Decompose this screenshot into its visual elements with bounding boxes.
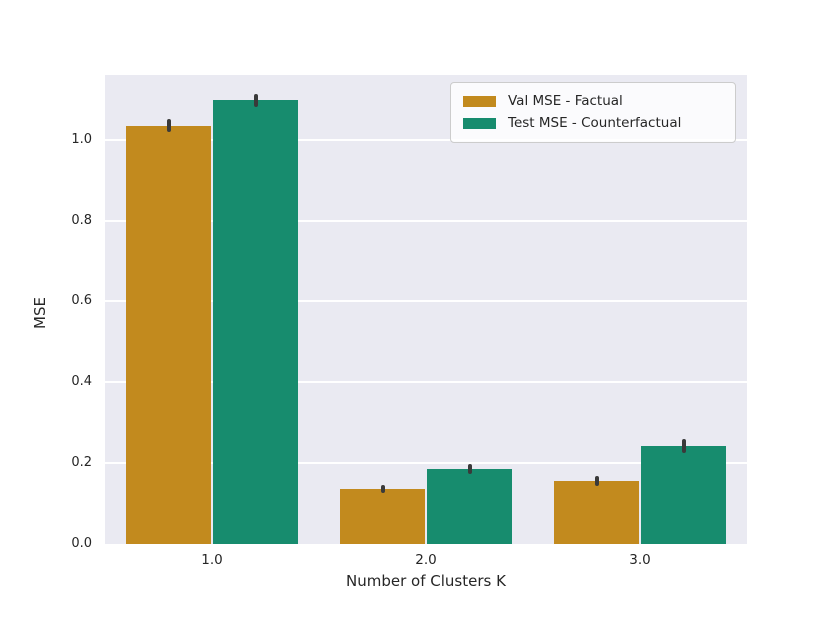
- bar-test-k3.0: [641, 445, 726, 544]
- xtick-3.0: 3.0: [629, 552, 651, 568]
- ytick-0.6: 0.6: [71, 293, 92, 309]
- error-bar-val-k1.0: [166, 119, 171, 132]
- error-bar-val-k3.0: [594, 476, 599, 487]
- gridline-y-0.2: [105, 462, 747, 465]
- ytick-0.8: 0.8: [71, 212, 92, 228]
- ytick-0.0: 0.0: [71, 536, 92, 551]
- legend-swatch-icon: [463, 95, 496, 107]
- ytick-0.2: 0.2: [71, 455, 92, 471]
- error-bar-val-k2.0: [380, 485, 385, 494]
- y-axis-label: MSE: [31, 297, 49, 329]
- legend-label: Test MSE - Counterfactual: [508, 115, 682, 131]
- error-bar-test-k3.0: [681, 438, 686, 453]
- error-bar-test-k2.0: [467, 463, 472, 475]
- bar-val-k3.0: [554, 481, 639, 544]
- x-axis-label: Number of Clusters K: [346, 572, 506, 590]
- legend-label: Val MSE - Factual: [508, 93, 623, 109]
- legend: Val MSE - Factual Test MSE - Counterfactu…: [450, 82, 736, 143]
- gridline-y-0.6: [105, 300, 747, 303]
- ytick-0.4: 0.4: [71, 374, 92, 390]
- error-bar-test-k1.0: [253, 94, 258, 107]
- bar-val-k2.0: [340, 489, 425, 544]
- legend-entry-0: Val MSE - Factual: [461, 90, 725, 112]
- ytick-1.0: 1.0: [71, 131, 92, 147]
- bar-val-k1.0: [126, 125, 211, 544]
- gridline-y-0.8: [105, 219, 747, 222]
- legend-swatch-icon: [463, 117, 496, 129]
- bar-test-k1.0: [213, 100, 298, 544]
- bar-test-k2.0: [427, 468, 512, 544]
- plot-area: Val MSE - Factual Test MSE - Counterfactu…: [105, 75, 747, 544]
- gridline-y-1: [105, 138, 747, 141]
- xtick-1.0: 1.0: [201, 552, 223, 568]
- gridline-y-0.4: [105, 381, 747, 384]
- xtick-2.0: 2.0: [415, 552, 437, 568]
- legend-entry-1: Test MSE - Counterfactual: [461, 112, 725, 134]
